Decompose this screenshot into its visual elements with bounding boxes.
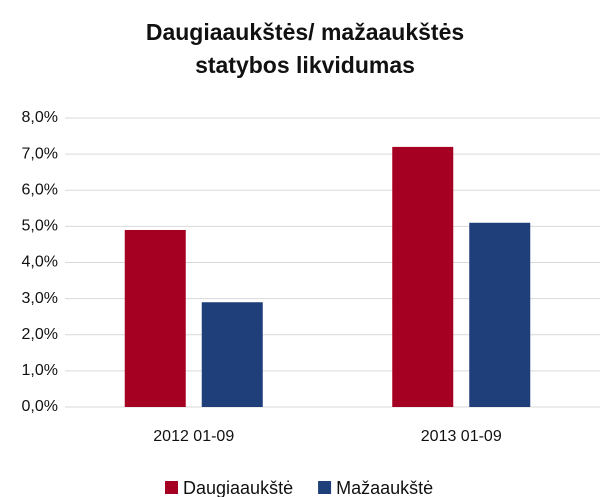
y-tick-label: 0,0% <box>22 398 58 415</box>
y-tick-label: 6,0% <box>22 181 58 198</box>
bar <box>201 302 263 407</box>
chart-title: Daugiaaukštės/ mažaaukštės statybos likv… <box>145 19 465 78</box>
y-tick-label: 3,0% <box>22 290 58 307</box>
y-tick-label: 8,0% <box>22 109 58 126</box>
legend-label: Mažaaukštė <box>336 478 433 497</box>
x-tick-label: 2012 01-09 <box>153 428 234 445</box>
y-tick-label: 7,0% <box>22 145 58 162</box>
legend-label: Daugiaaukštė <box>183 478 293 497</box>
legend-swatch <box>318 481 332 494</box>
y-tick-label: 1,0% <box>22 362 58 379</box>
x-tick-label: 2013 01-09 <box>421 428 502 445</box>
y-tick-label: 2,0% <box>22 326 58 343</box>
y-tick-label: 5,0% <box>22 218 58 235</box>
bar <box>392 146 454 407</box>
bar <box>124 229 186 407</box>
y-tick-label: 4,0% <box>22 254 58 271</box>
legend-swatch <box>165 481 178 494</box>
bar <box>469 222 531 407</box>
